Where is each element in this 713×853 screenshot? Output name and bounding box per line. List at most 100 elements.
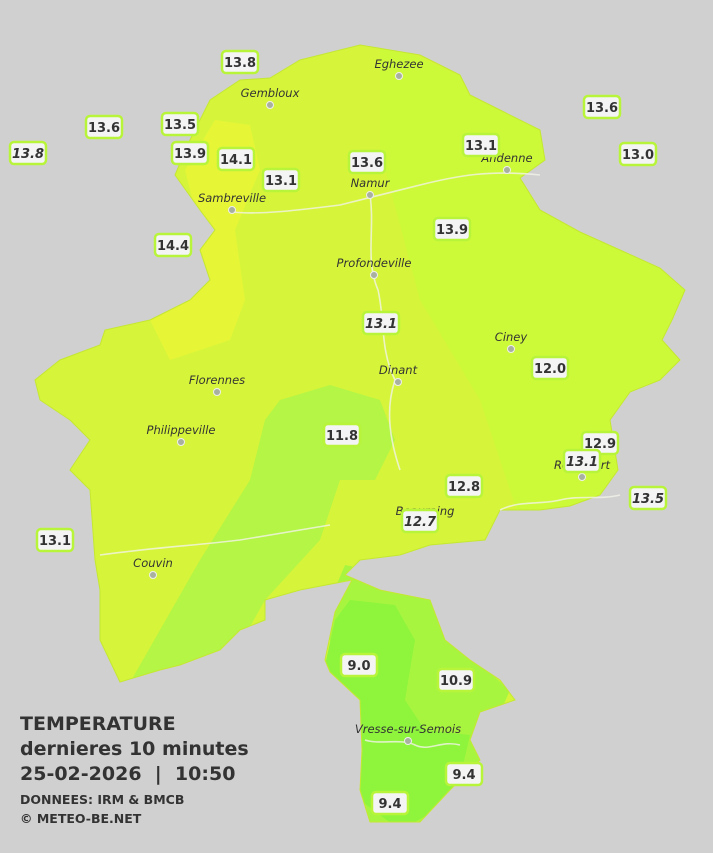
station: 13.1: [361, 310, 401, 336]
station: 13.6: [582, 94, 622, 120]
station-value: 13.6: [88, 121, 120, 136]
town-dot: [395, 72, 403, 80]
station: 13.9: [170, 140, 210, 166]
town-label: Ciney: [495, 330, 528, 344]
station-value: 9.0: [347, 659, 370, 674]
station-box: [444, 473, 484, 499]
station: 12.0: [530, 355, 570, 381]
town-dot: [578, 473, 586, 481]
station: 13.8: [220, 49, 260, 75]
town-label: Sambreville: [198, 191, 266, 205]
station-box: [322, 422, 362, 448]
station: 9.4: [444, 761, 484, 787]
station-value: 13.1: [265, 174, 297, 189]
town-dot: [503, 166, 511, 174]
station-box: [628, 485, 668, 511]
station-box: [8, 140, 48, 166]
station: 10.9: [436, 667, 476, 693]
town-label: Eghezee: [374, 57, 423, 71]
town-label: Couvin: [133, 556, 173, 570]
legend-copyright: © METEO-BE.NET: [20, 811, 142, 826]
station: 13.6: [347, 149, 387, 175]
station-box: [400, 508, 440, 534]
station: 14.1: [216, 146, 256, 172]
station-value: 13.8: [224, 56, 256, 71]
town-label: Namur: [351, 176, 391, 190]
station-value: 12.0: [534, 362, 566, 377]
station: 13.1: [461, 132, 501, 158]
zone: [380, 45, 685, 520]
town-dot: [370, 271, 378, 279]
river: [231, 172, 541, 214]
town-dot: [177, 438, 185, 446]
station-value: 13.1: [39, 534, 71, 549]
station-box: [347, 149, 387, 175]
town-label: Vresse-sur-Semois: [355, 722, 461, 736]
legend-source: DONNEES: IRM & BMCB: [20, 792, 184, 807]
town-dot: [404, 737, 412, 745]
station-box: [582, 94, 622, 120]
station-value: 12.9: [584, 437, 616, 452]
station-value: 14.1: [220, 153, 252, 168]
station-box: [461, 132, 501, 158]
station: 13.5: [628, 485, 668, 511]
town-label: Philippeville: [147, 423, 216, 437]
station: 13.1: [35, 527, 75, 553]
station: 11.8: [322, 422, 362, 448]
town-label: Dinant: [379, 363, 418, 377]
station-box: [530, 355, 570, 381]
station: 14.4: [153, 232, 193, 258]
zone: [120, 385, 395, 700]
station-box: [216, 146, 256, 172]
station-value: 12.8: [448, 480, 480, 495]
station-value: 13.9: [436, 223, 468, 238]
station-box: [160, 111, 200, 137]
station-box: [562, 448, 602, 474]
station-value: 13.9: [174, 147, 206, 162]
legend: TEMPERATURE dernieres 10 minutes 25-02-2…: [20, 713, 249, 826]
station: 13.5: [160, 111, 200, 137]
town-dot: [366, 191, 374, 199]
town-dot: [213, 388, 221, 396]
station-value: 9.4: [452, 768, 475, 783]
station-value: 13.1: [365, 317, 397, 332]
station-box: [444, 761, 484, 787]
station-box: [35, 527, 75, 553]
station-value: 13.6: [586, 101, 618, 116]
station-box: [618, 141, 658, 167]
station-value: 13.0: [622, 148, 654, 163]
station: 13.8: [8, 140, 48, 166]
station-box: [432, 216, 472, 242]
station-box: [261, 167, 301, 193]
town-label: Gembloux: [241, 86, 300, 100]
station-value: 13.1: [566, 455, 598, 470]
legend-title: TEMPERATURE: [20, 713, 176, 735]
station-value: 12.7: [404, 515, 437, 530]
town-dot: [228, 206, 236, 214]
river: [364, 739, 461, 749]
town-dot: [394, 378, 402, 386]
station-value: 10.9: [440, 674, 472, 689]
station: 9.0: [339, 652, 379, 678]
town-dot: [149, 571, 157, 579]
station: 13.1: [261, 167, 301, 193]
station-value: 13.1: [465, 139, 497, 154]
station-box: [436, 667, 476, 693]
river: [499, 494, 621, 511]
station-value: 9.4: [378, 797, 401, 812]
town-dot: [507, 345, 515, 353]
station-value: 13.6: [351, 156, 383, 171]
legend-datetime: 25-02-2026 | 10:50: [20, 763, 235, 785]
legend-subtitle: dernieres 10 minutes: [20, 738, 249, 760]
map-labels: EghezeeGemblouxAndenneNamurSambrevillePr…: [8, 49, 668, 816]
station: 9.4: [370, 790, 410, 816]
station-box: [153, 232, 193, 258]
town-label: Florennes: [189, 373, 245, 387]
station: 13.6: [84, 114, 124, 140]
station-value: 11.8: [326, 429, 358, 444]
station: 12.8: [444, 473, 484, 499]
station-box: [361, 310, 401, 336]
station: 13.9: [432, 216, 472, 242]
station-box: [370, 790, 410, 816]
